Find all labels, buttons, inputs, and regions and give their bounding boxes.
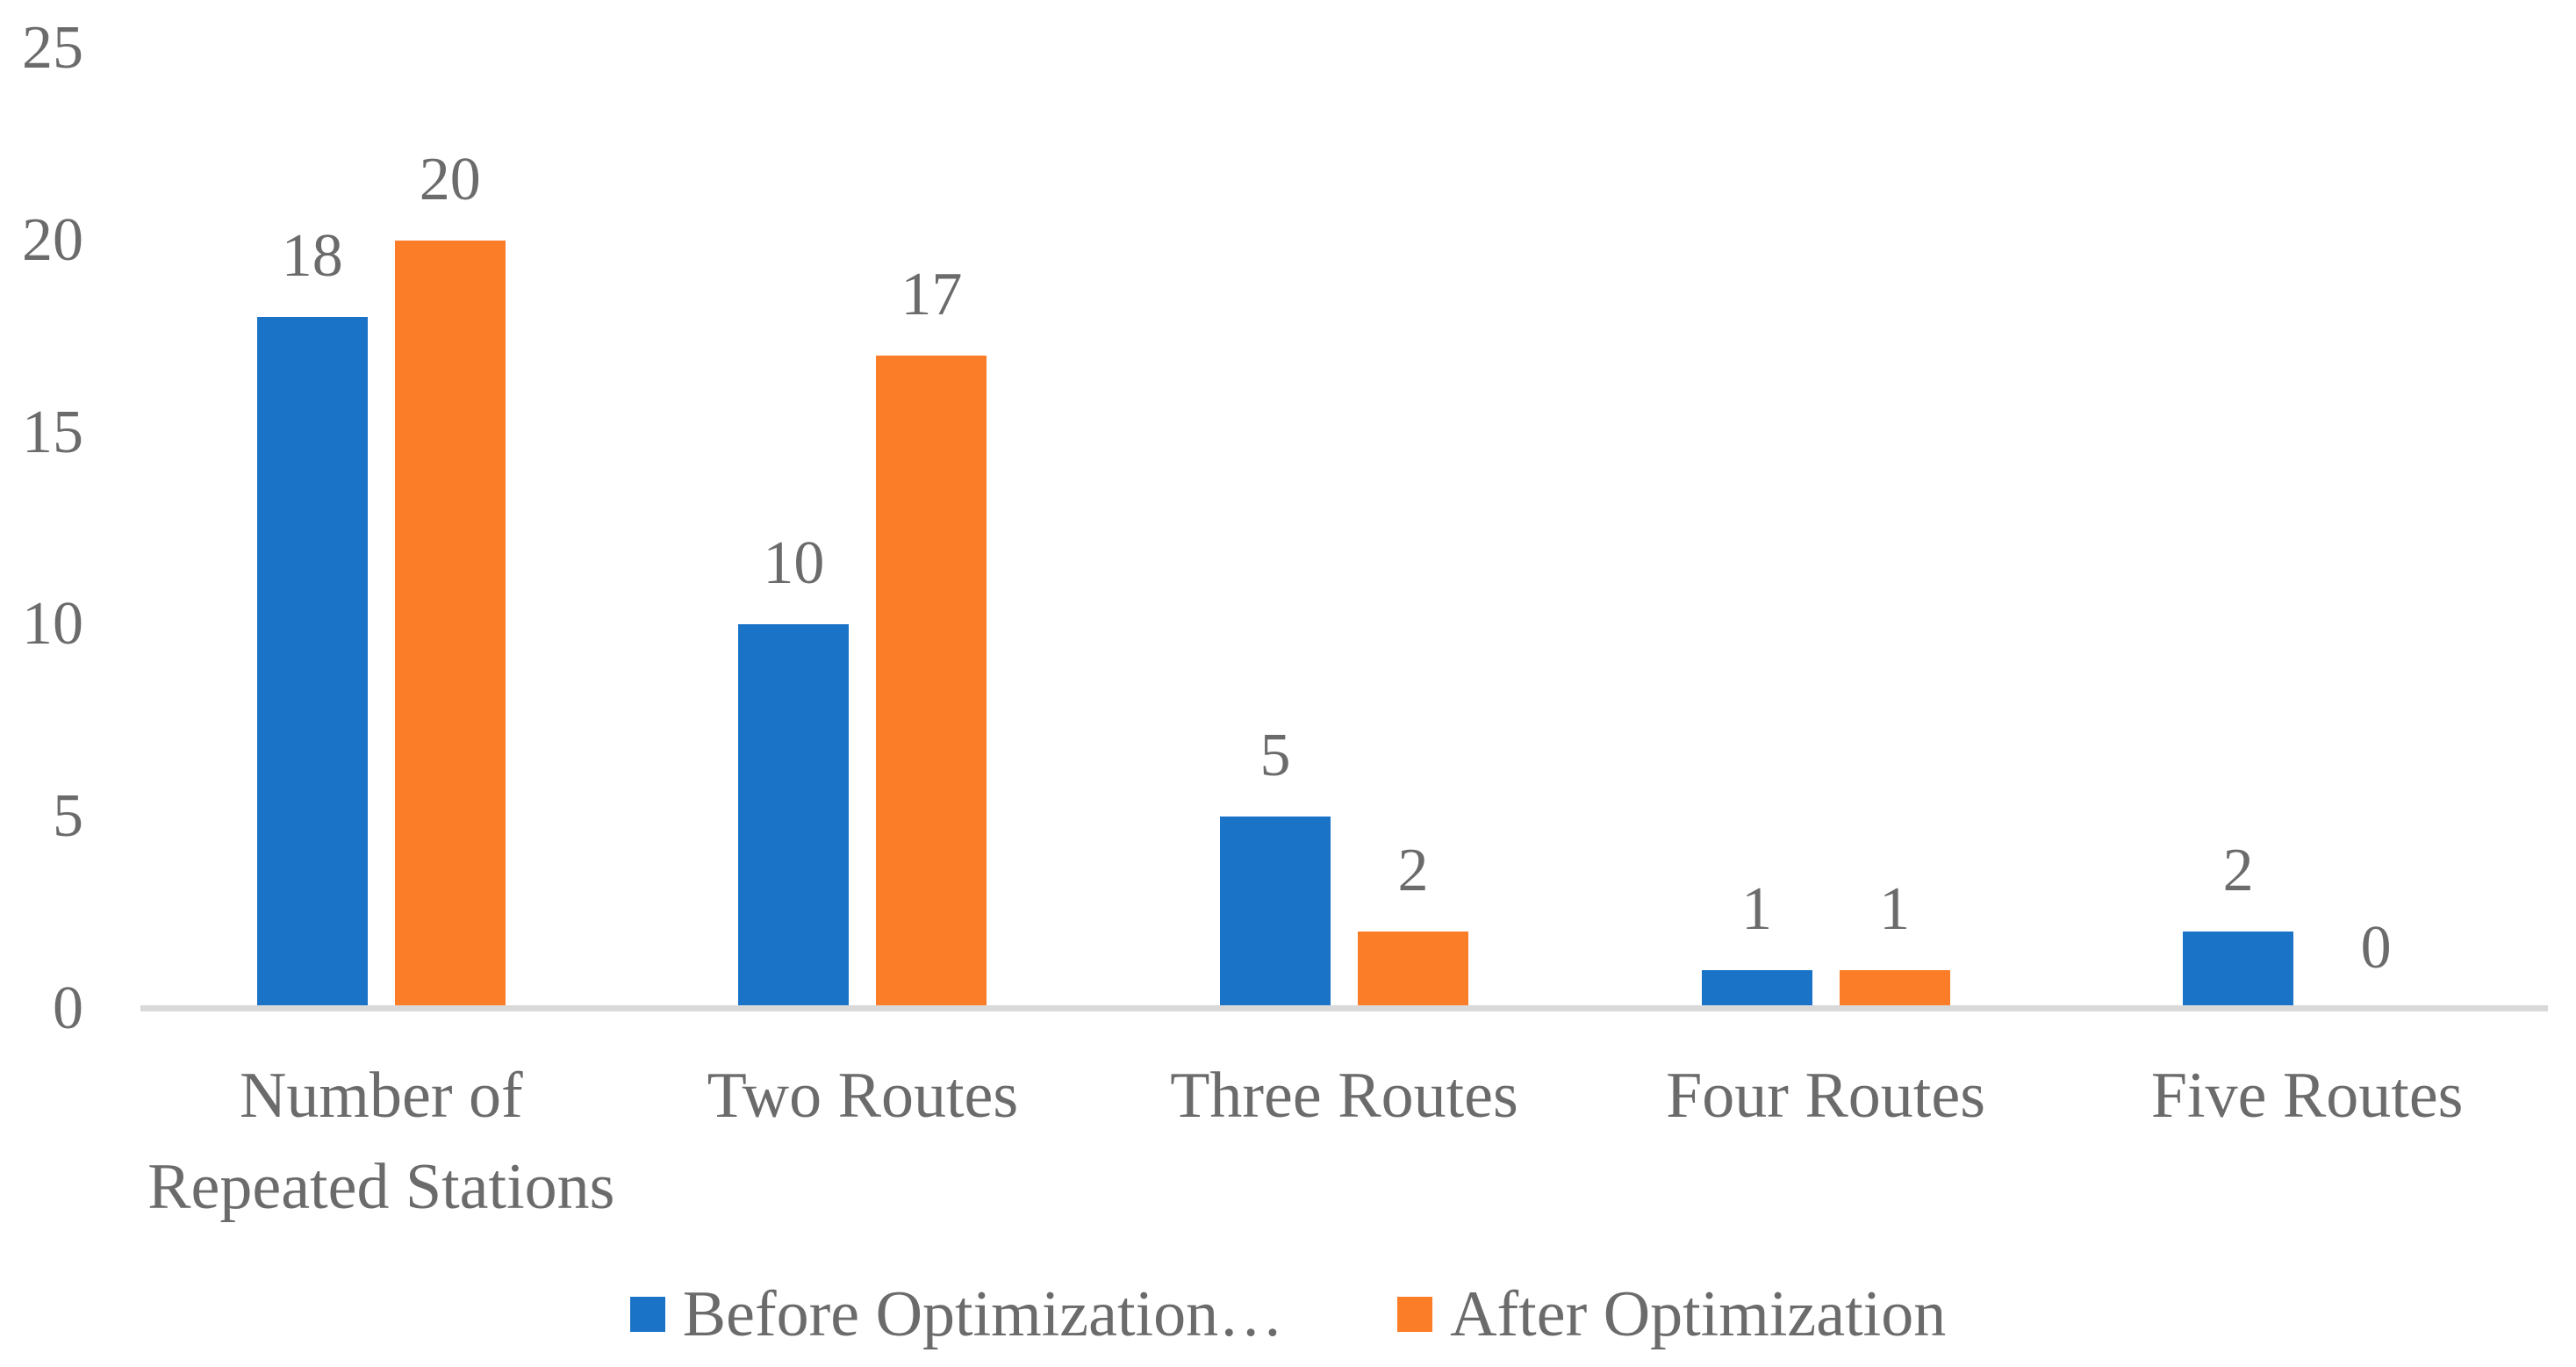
- legend-label: After Optimization: [1450, 1278, 1947, 1350]
- legend-item-after-optimization[interactable]: After Optimization: [1397, 1275, 1946, 1354]
- y-tick-label-25: 25: [22, 14, 83, 82]
- plot-area: 18 20 10 17 5 2 1 1 2 0: [140, 48, 2548, 1009]
- x-axis-line: [140, 1005, 2548, 1011]
- bar-column: 20: [394, 145, 506, 1009]
- x-axis-label-two-routes: Two Routes: [707, 1060, 1019, 1132]
- bar-before-optimization-five-routes[interactable]: [2183, 932, 2294, 1009]
- legend: Before Optimization… After Optimization: [0, 1275, 2576, 1354]
- data-label: 2: [1397, 837, 1429, 905]
- data-label: 5: [1259, 722, 1291, 790]
- bar-before-optimization-two-routes[interactable]: [738, 624, 850, 1009]
- bar-column: 18: [256, 222, 368, 1009]
- data-label: 1: [1741, 875, 1773, 944]
- legend-color-swatch-icon: [629, 1297, 665, 1332]
- bar-before-optimization-number-of[interactable]: [256, 317, 368, 1009]
- legend-color-swatch-icon: [1397, 1297, 1433, 1332]
- y-tick-label-0: 0: [53, 975, 83, 1042]
- data-label: 18: [281, 222, 343, 291]
- y-axis: 0 5 10 15 20 25: [0, 0, 83, 1367]
- bar-column: 2: [2183, 837, 2294, 1009]
- y-tick-label-20: 20: [22, 205, 83, 274]
- data-label: 20: [419, 145, 481, 213]
- bar-after-optimization-four-routes[interactable]: [1839, 970, 1950, 1009]
- x-axis-label-number-of: Number of Repeated Stations: [147, 1060, 615, 1223]
- bar-after-optimization-number-of[interactable]: [394, 240, 506, 1009]
- bar-group-number-of: 18 20: [140, 48, 622, 1009]
- bar-column: 0: [2321, 917, 2431, 1009]
- data-label: 0: [2360, 914, 2392, 982]
- data-label: 10: [763, 529, 825, 598]
- x-axis-label-four-routes: Four Routes: [1666, 1060, 1985, 1132]
- bar-column: 10: [738, 529, 850, 1009]
- bar-column: 1: [1701, 875, 1812, 1009]
- bar-column: 17: [876, 264, 987, 1009]
- bar-before-optimization-four-routes[interactable]: [1701, 970, 1812, 1009]
- legend-label: Before Optimization…: [682, 1278, 1284, 1350]
- bar-column: 5: [1219, 722, 1331, 1009]
- bar-before-optimization-three-routes[interactable]: [1219, 817, 1331, 1009]
- x-axis-labels: Number of Repeated Stations Two Routes Thr…: [140, 1050, 2548, 1233]
- legend-item-before-optimization[interactable]: Before Optimization…: [629, 1275, 1284, 1354]
- data-label: 2: [2222, 837, 2254, 905]
- x-axis-label-five-routes: Five Routes: [2150, 1060, 2464, 1132]
- y-tick-label-5: 5: [53, 782, 83, 851]
- bar-after-optimization-two-routes[interactable]: [876, 356, 987, 1009]
- data-label: 17: [901, 261, 963, 329]
- bar-group-two-routes: 10 17: [622, 48, 1104, 1009]
- x-axis-label-three-routes: Three Routes: [1170, 1060, 1518, 1132]
- bar-column: 2: [1357, 837, 1468, 1009]
- y-tick-label-15: 15: [22, 398, 83, 466]
- y-tick-label-10: 10: [22, 590, 83, 658]
- bar-after-optimization-three-routes[interactable]: [1357, 932, 1468, 1009]
- bar-column: 1: [1839, 875, 1950, 1009]
- data-label: 1: [1879, 875, 1911, 944]
